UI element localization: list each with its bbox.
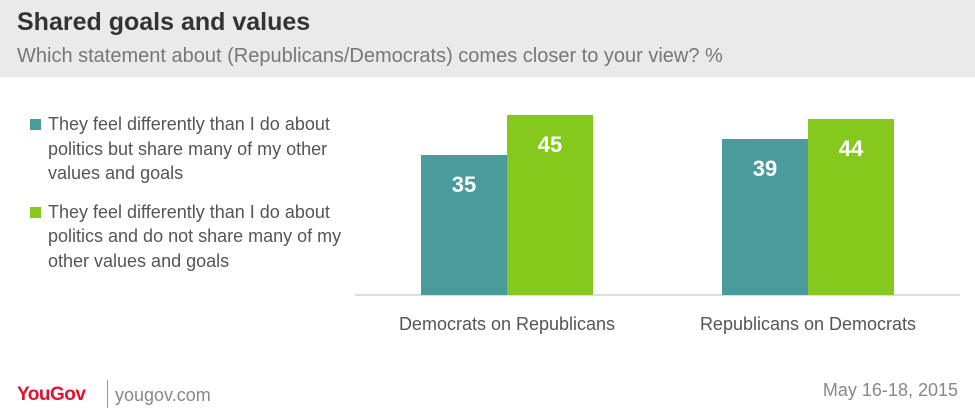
data-label-shared-2: 39 (753, 156, 777, 181)
legend-label-shared: They feel differently than I do about po… (48, 114, 330, 183)
yougov-logo: YouGov (17, 384, 86, 405)
chart-subtitle: Which statement about (Republicans/Democ… (17, 45, 723, 67)
legend-item-not-shared: They feel differently than I do about po… (30, 200, 350, 274)
data-label-not-shared-1: 45 (538, 132, 562, 157)
legend-item-shared: They feel differently than I do about po… (30, 112, 350, 186)
bar-not-shared-2 (808, 119, 894, 295)
header-band: Shared goals and values Which statement … (0, 0, 975, 77)
bar-not-shared-1 (507, 115, 593, 295)
bar-shared-2 (722, 139, 808, 295)
chart-title: Shared goals and values (17, 8, 311, 36)
category-label-1: Democrats on Republicans (399, 314, 615, 334)
bar-shared-1 (421, 155, 507, 295)
footer-site: yougov.com (115, 385, 211, 405)
legend: They feel differently than I do about po… (30, 112, 350, 287)
legend-label-not-shared: They feel differently than I do about po… (48, 201, 342, 271)
legend-swatch-shared (30, 119, 41, 130)
survey-date: May 16-18, 2015 (822, 380, 958, 400)
data-label-not-shared-2: 44 (839, 136, 864, 161)
legend-swatch-not-shared (30, 206, 41, 218)
footer-divider (107, 380, 108, 408)
category-label-2: Republicans on Democrats (700, 314, 916, 334)
data-label-shared-1: 35 (452, 172, 476, 197)
